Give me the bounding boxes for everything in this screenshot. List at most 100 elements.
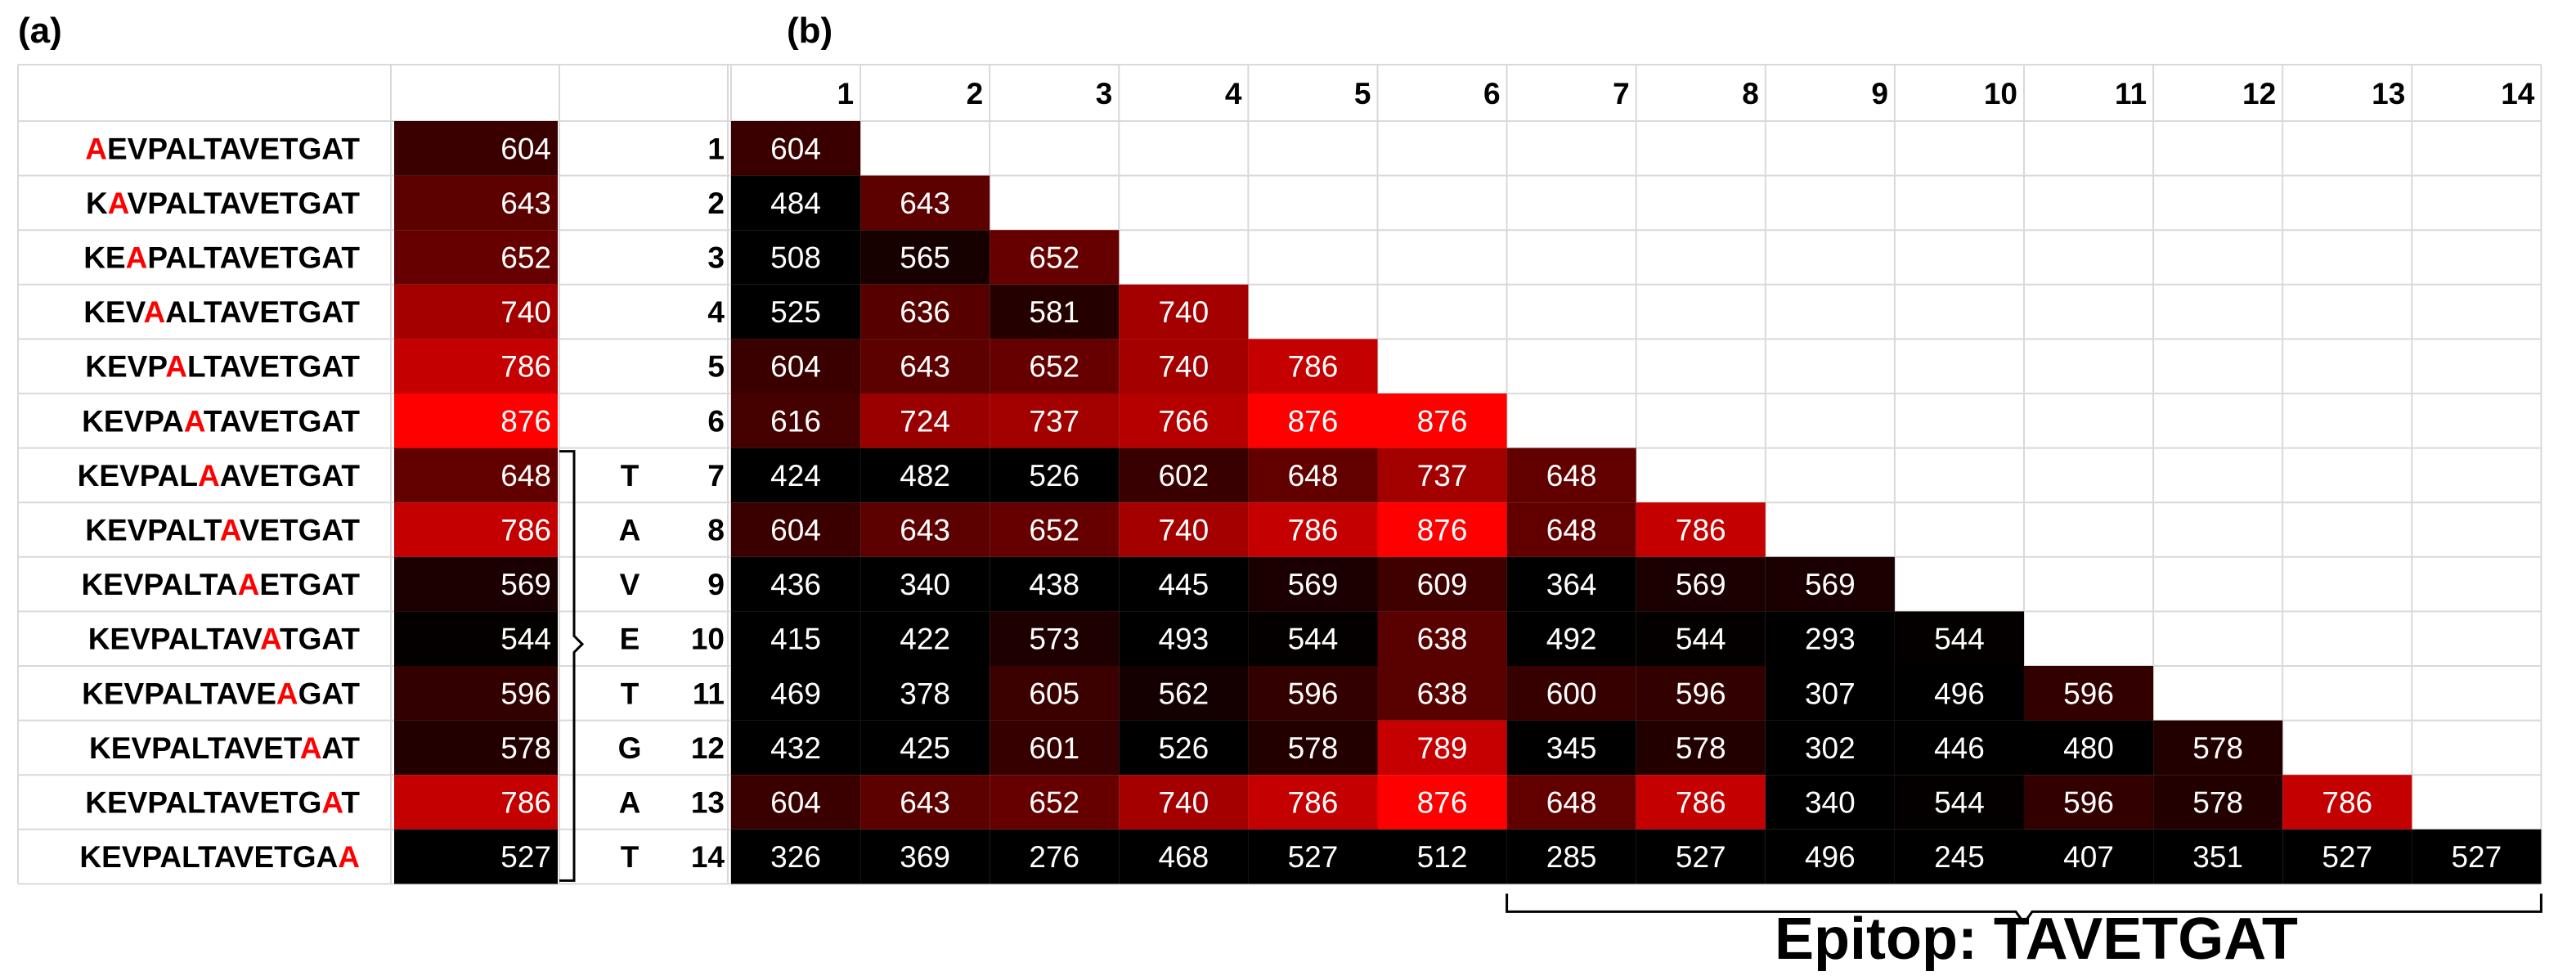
column-header-label: 4 (1225, 77, 1242, 110)
heatmap-cell (1377, 666, 1507, 721)
residue-label: A (619, 786, 641, 820)
cell-value-label: 643 (900, 350, 950, 384)
residue-label: V (620, 568, 640, 601)
cell-value-label: 326 (770, 840, 821, 874)
cell-value-label: 786 (1288, 350, 1339, 384)
heatmap-cell (1377, 502, 1507, 557)
cell-value-label: 581 (1029, 295, 1079, 329)
row-header-label: 7 (707, 459, 725, 492)
heatmap-cell (731, 775, 861, 830)
residue-bracket (559, 450, 585, 882)
heatmap-cell (394, 175, 558, 231)
cell-value-label: 740 (500, 295, 551, 329)
cell-value-label: 307 (1805, 677, 1856, 710)
sequence-label: KEVAALTAVETGAT (83, 295, 360, 329)
epitope-brace (1506, 893, 2542, 925)
heatmap-cell (394, 230, 558, 285)
heatmap-cell (990, 775, 1120, 830)
heatmap-cell (1377, 611, 1507, 666)
cell-value-label: 786 (500, 786, 551, 820)
cell-value-label: 766 (1158, 404, 1209, 438)
heatmap-cell (1119, 339, 1249, 394)
residue-label: A (619, 514, 641, 547)
cell-value-label: 786 (1676, 786, 1726, 820)
heatmap-cell (1119, 666, 1249, 721)
heatmap-cell (1248, 448, 1378, 503)
sequence-label: KEVPALAAVETGAT (78, 459, 361, 492)
cell-value-label: 652 (1029, 241, 1079, 275)
cell-value-label: 345 (1546, 731, 1597, 765)
heatmap-cell (860, 666, 990, 721)
heatmap-cell (394, 556, 558, 612)
heatmap-cell (1377, 394, 1507, 448)
cell-value-label: 432 (770, 731, 821, 765)
cell-value-label: 526 (1158, 731, 1209, 765)
cell-value-label: 508 (770, 241, 821, 275)
cell-value-label: 604 (770, 350, 821, 384)
heatmap-cell (731, 394, 861, 448)
column-header-label: 14 (2501, 77, 2535, 110)
heatmap-cell (394, 775, 558, 830)
heatmap-cell (1248, 666, 1378, 721)
heatmap-cell (2024, 775, 2154, 830)
cell-value-label: 876 (1417, 404, 1468, 438)
cell-value-label: 876 (1417, 514, 1468, 547)
column-header-label: 13 (2372, 77, 2405, 110)
heatmap-cell (860, 775, 990, 830)
heatmap-cell (1894, 775, 2024, 830)
heatmap-cell (1636, 666, 1766, 721)
cell-value-label: 527 (2322, 840, 2372, 874)
column-header-label: 10 (1984, 77, 2017, 110)
heatmap-cell (731, 502, 861, 557)
cell-value-label: 786 (1288, 514, 1339, 547)
cell-value-label: 569 (1288, 568, 1339, 601)
cell-value-label: 737 (1417, 459, 1468, 492)
sequence-label: KEVPALTAVETAAT (89, 731, 360, 765)
cell-value-label: 425 (900, 731, 950, 765)
heatmap-cell (860, 394, 990, 448)
cell-value-label: 616 (770, 404, 821, 438)
cell-value-label: 609 (1417, 568, 1468, 601)
cell-value-label: 786 (1676, 514, 1726, 547)
heatmap-cell (731, 339, 861, 394)
heatmap-cell (860, 230, 990, 285)
sequence-label: KEVPALTAVETGAT (85, 350, 360, 384)
heatmap-cell (860, 284, 990, 340)
heatmap-cell (990, 502, 1120, 557)
cell-value-label: 602 (1158, 459, 1209, 492)
cell-value-label: 652 (1029, 514, 1079, 547)
heatmap-cell (731, 175, 861, 231)
heatmap-cell (2153, 720, 2283, 776)
cell-value-label: 876 (1288, 404, 1339, 438)
row-header-label: 6 (707, 404, 725, 438)
heatmap-cell (394, 720, 558, 776)
heatmap-cell (1248, 394, 1378, 448)
heatmap-cell (731, 121, 861, 176)
cell-value-label: 245 (1934, 840, 1985, 874)
cell-value-label: 652 (1029, 786, 1079, 820)
heatmap-cell (860, 611, 990, 666)
cell-value-label: 544 (500, 623, 551, 656)
cell-value-label: 740 (1158, 514, 1209, 547)
heatmap-cell (1636, 502, 1766, 557)
annotations (559, 450, 2542, 925)
heatmap-cell (1119, 829, 1249, 884)
cell-value-label: 544 (1288, 623, 1339, 656)
cell-value-label: 648 (1546, 514, 1597, 547)
cell-value-label: 302 (1805, 731, 1856, 765)
heatmap-cell (990, 230, 1120, 285)
cell-value-label: 369 (900, 840, 950, 874)
heatmap-cell (731, 230, 861, 285)
sequence-label: AEVPALTAVETGAT (85, 132, 360, 165)
column-header-label: 5 (1354, 77, 1371, 110)
cell-value-label: 438 (1029, 568, 1079, 601)
cell-value-label: 740 (1158, 786, 1209, 820)
row-header-label: 12 (691, 731, 725, 765)
heatmap-cell (731, 666, 861, 721)
cell-value-label: 493 (1158, 623, 1209, 656)
cell-value-label: 876 (500, 404, 551, 438)
cell-value-label: 578 (1288, 731, 1339, 765)
heatmap-cell (1377, 775, 1507, 830)
heatmap-cell (1377, 829, 1507, 884)
